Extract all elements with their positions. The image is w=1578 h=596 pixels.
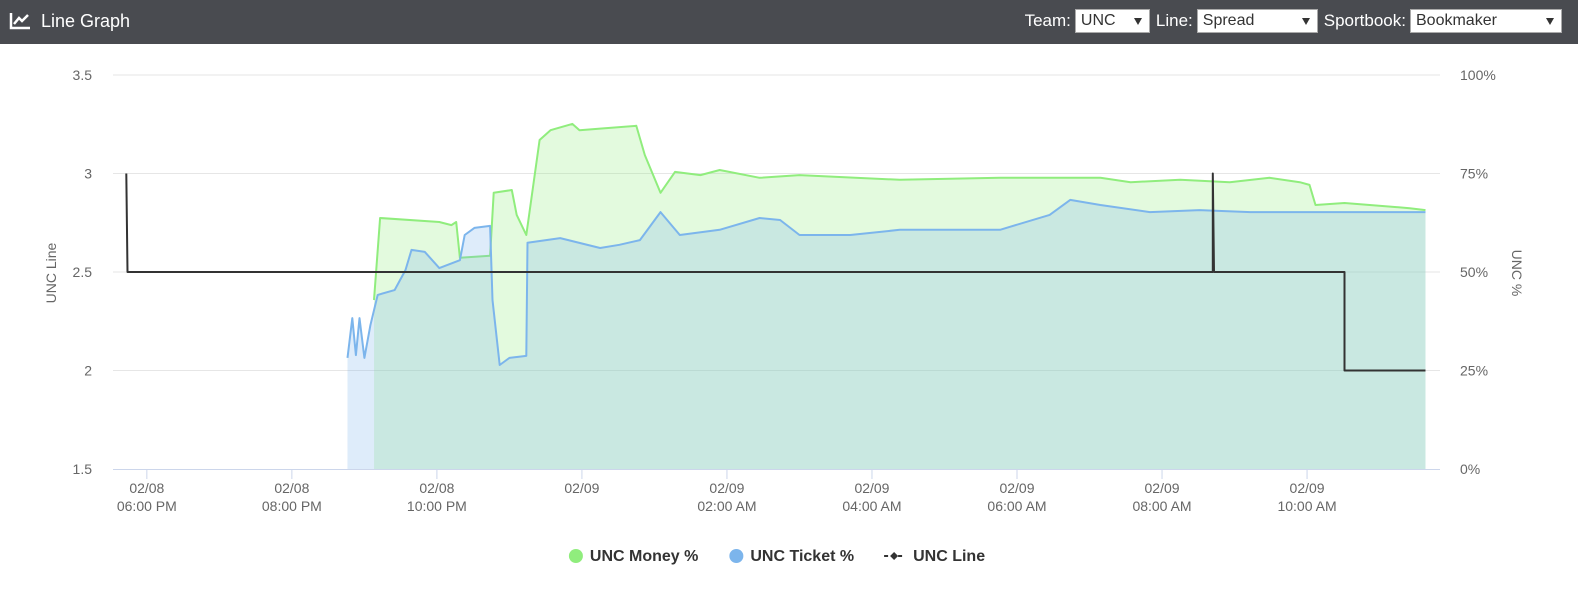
- select[interactable]: UNC: [1074, 9, 1150, 33]
- legend: UNC Money % UNC Ticket % UNC Line: [568, 548, 985, 565]
- chart: UNC Line UNC % 1.5 2 2.5 3 3.5 0% 25% 50% 75% 100…: [43, 67, 1525, 565]
- area: [374, 123, 1426, 470]
- x-tick-time: 04:00 AM: [842, 498, 901, 514]
- x-tick-time: 10:00 AM: [1277, 498, 1336, 514]
- x-tick-date: 02/09: [1145, 480, 1180, 496]
- area: [347, 199, 1426, 469]
- y2-axis-title: UNC %: [1509, 250, 1525, 297]
- x-tick-date: 02/09: [854, 480, 889, 496]
- y2-tick-label: 25%: [1460, 363, 1488, 379]
- x-tick-label: 02/09 04:00 AM: [842, 480, 901, 514]
- x-tick-time: 08:00 AM: [1132, 498, 1191, 514]
- control-label: Team:: [1024, 11, 1071, 30]
- series-line: [346, 198, 1426, 366]
- x-tick-label: 02/08 08:00 PM: [262, 480, 322, 514]
- legend-label: UNC Money %: [590, 548, 698, 565]
- x-tick-label: 02/08 06:00 PM: [117, 480, 177, 514]
- select[interactable]: Bookmaker: [1410, 9, 1562, 33]
- x-tick-label: 02/09 06:00 AM: [987, 480, 1046, 514]
- x-tick-date: 02/09: [709, 480, 744, 496]
- x-tick-date: 02/09: [564, 480, 599, 496]
- x-tick-date: 02/09: [1290, 480, 1325, 496]
- x-tick-date: 02/08: [419, 480, 454, 496]
- x-tick-date: 02/08: [274, 480, 309, 496]
- legend-symbol: [568, 549, 583, 563]
- control-label: Sportbook:: [1323, 11, 1406, 30]
- x-tick-label: 02/09: [564, 480, 599, 496]
- legend-item[interactable]: UNC Line: [884, 548, 985, 565]
- y2-tick-label: 50%: [1460, 264, 1488, 280]
- legend-label: UNC Ticket %: [750, 548, 854, 565]
- y-tick-label: 1.5: [73, 461, 93, 477]
- series-line: [125, 172, 1426, 372]
- y-tick-label: 3.5: [73, 67, 93, 83]
- control-label: Line:: [1155, 11, 1193, 30]
- x-tick-time: 02:00 AM: [697, 498, 756, 514]
- legend-item[interactable]: UNC Ticket %: [729, 548, 854, 565]
- y2-tick-label: 75%: [1460, 166, 1488, 182]
- x-tick-label: 02/08 10:00 PM: [407, 480, 467, 514]
- x-tick-time: 06:00 PM: [117, 498, 177, 514]
- x-tick-time: 10:00 PM: [407, 498, 467, 514]
- x-tick-date: 02/09: [999, 480, 1034, 496]
- legend-item[interactable]: UNC Money %: [568, 548, 698, 565]
- y-tick-label: 3: [84, 166, 92, 182]
- y-tick-label: 2: [84, 363, 92, 379]
- y2-tick-label: 100%: [1460, 67, 1496, 83]
- legend-symbol: [729, 549, 744, 563]
- x-tick-time: 08:00 PM: [262, 498, 322, 514]
- series-line: [373, 122, 1426, 301]
- x-tick-label: 02/09 02:00 AM: [697, 480, 756, 514]
- select[interactable]: Spread: [1196, 9, 1318, 33]
- x-tick-time: 06:00 AM: [987, 498, 1046, 514]
- x-tick-label: 02/09 08:00 AM: [1132, 480, 1191, 514]
- y-axis-title: UNC Line: [43, 242, 59, 303]
- header: Line Graph Team: UNC Line: Spread Sportb…: [0, 0, 1578, 44]
- header-title: Line Graph: [41, 11, 131, 31]
- y-tick-label: 2.5: [73, 264, 93, 280]
- x-tick-label: 02/09 10:00 AM: [1277, 480, 1336, 514]
- legend-symbol: [890, 552, 899, 560]
- legend-label: UNC Line: [913, 548, 985, 565]
- chart-icon: [9, 13, 30, 30]
- x-tick-date: 02/08: [129, 480, 164, 496]
- controls: Team: UNC Line: Spread Sportbook: Bookma…: [1019, 9, 1562, 33]
- y2-tick-label: 0%: [1460, 461, 1480, 477]
